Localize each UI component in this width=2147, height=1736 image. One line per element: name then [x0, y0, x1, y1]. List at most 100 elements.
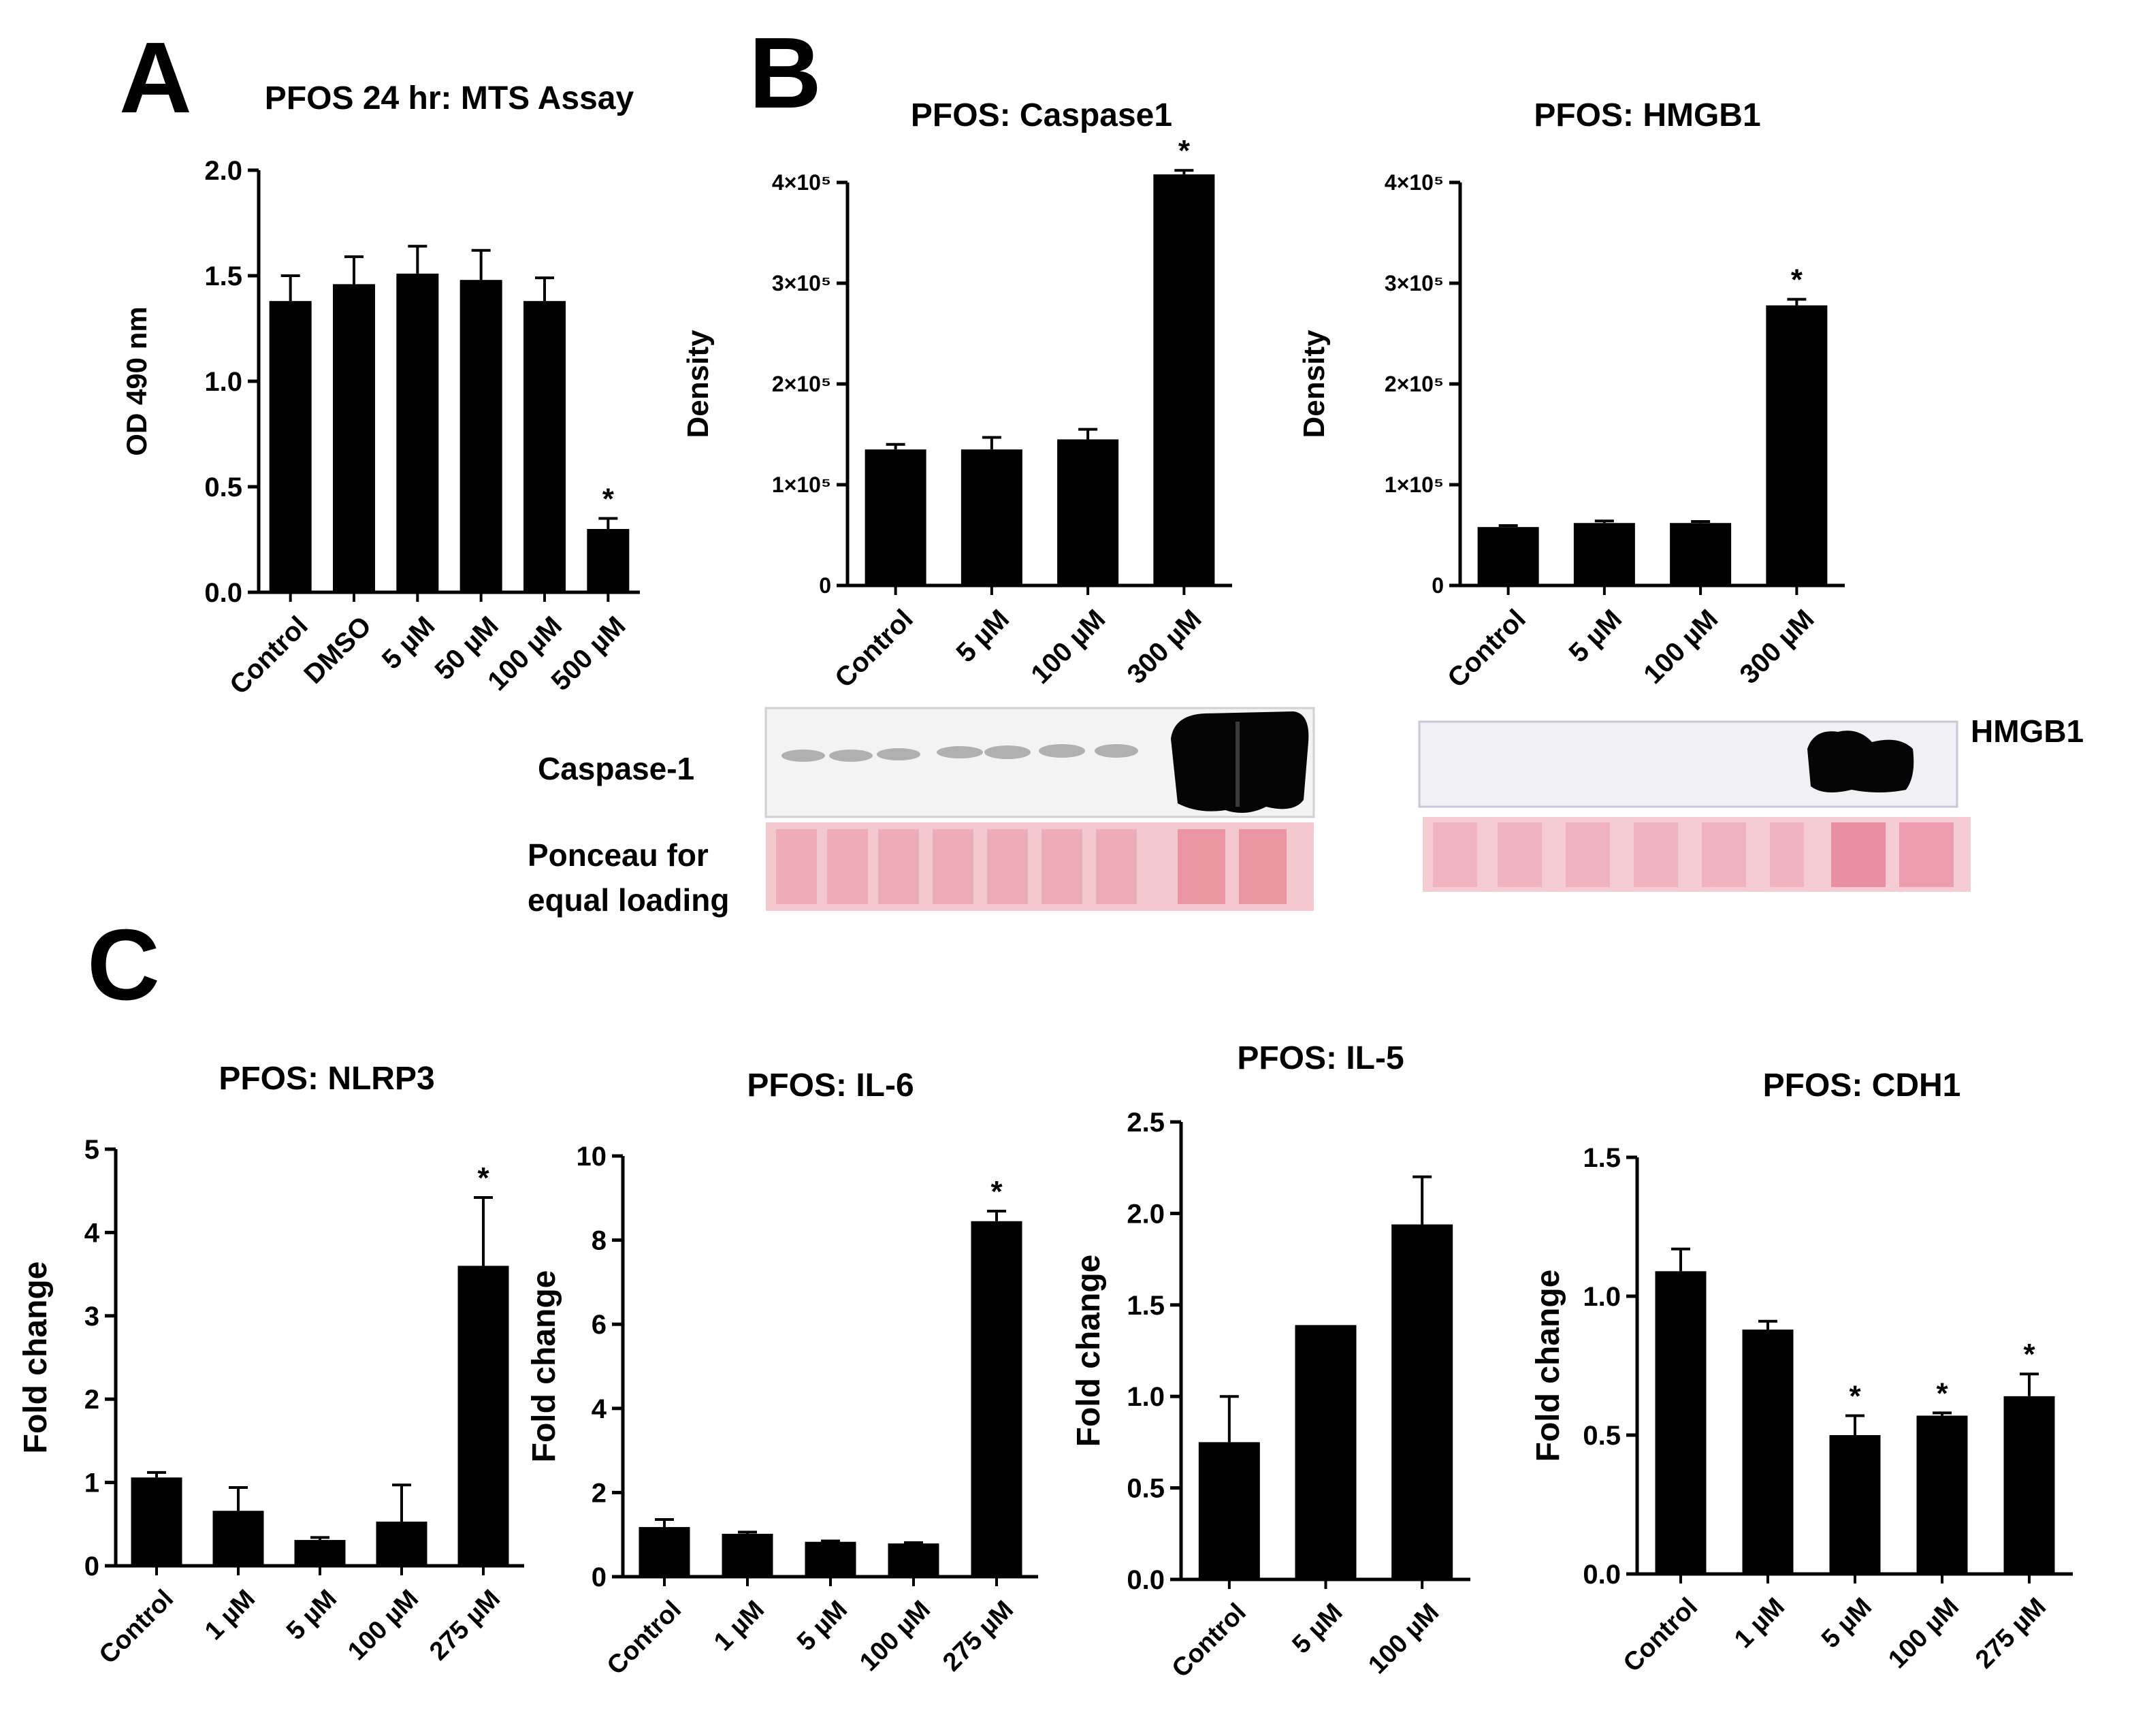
bar [131, 1477, 182, 1566]
x-tick-label: 275 µM [1970, 1592, 2052, 1674]
x-tick-label: Control [1167, 1598, 1252, 1683]
x-tick-label: Control [94, 1584, 179, 1669]
chart-title: PFOS: CDH1 [1763, 1067, 1961, 1104]
x-tick-label: 5 µM [950, 604, 1015, 669]
significance-marker: * [2023, 1338, 2035, 1371]
chart-nlrp3: PFOS: NLRP3 Fold change 0 1 2 3 4 5 Control 1 µM 5… [18, 1061, 524, 1670]
bar [587, 529, 630, 592]
ponceau-label-line1: Ponceau for [528, 837, 709, 873]
x-tick-label: 5 µM [792, 1595, 853, 1656]
y-tick-label: 6 [592, 1310, 607, 1340]
y-tick-label: 0 [819, 573, 831, 598]
y-tick-label: 1.5 [204, 261, 242, 291]
x-tick-label: 275 µM [937, 1595, 1019, 1677]
panel-letter-c: C [87, 909, 160, 1021]
y-tick-label: 0 [592, 1562, 607, 1592]
bar [1477, 527, 1539, 585]
y-tick-label: 8 [592, 1226, 607, 1256]
bar [1742, 1329, 1794, 1574]
y-axis-label: Fold change [1530, 1270, 1566, 1462]
significance-marker: * [1178, 134, 1191, 167]
y-tick-label: 0.5 [1127, 1474, 1165, 1504]
y-tick-label: 2 [592, 1478, 607, 1508]
x-tick-label: 1 µM [199, 1584, 261, 1645]
bar [457, 1266, 509, 1566]
chart-il5: PFOS: IL-5 Fold change 0.0 0.5 1.0 1.5 2.0 2.5 C… [1071, 1040, 1470, 1684]
x-tick-label: 5 µM [1816, 1592, 1877, 1654]
bar [1655, 1271, 1707, 1574]
panel-letter-b: B [749, 17, 822, 129]
bar [376, 1522, 427, 1566]
chart-title: PFOS: HMGB1 [1534, 97, 1760, 133]
y-tick-label: 4 [592, 1394, 607, 1424]
bar [639, 1527, 690, 1577]
y-axis-label: Fold change [526, 1270, 562, 1463]
y-axis-label: Fold change [1071, 1255, 1107, 1447]
caspase1-ponceau-stain [766, 822, 1314, 911]
y-tick-label: 1 [84, 1468, 99, 1498]
bar [2003, 1396, 2055, 1574]
y-tick-label: 0.0 [1583, 1560, 1621, 1590]
bar [805, 1541, 856, 1577]
y-tick-label: 1.5 [1583, 1143, 1621, 1173]
x-tick-label: 100 µM [1883, 1592, 1965, 1674]
bar [1766, 305, 1828, 585]
y-tick-label: 4×10⁵ [772, 170, 831, 195]
chart-title: PFOS 24 hr: MTS Assay [265, 80, 634, 116]
x-tick-label: 100 µM [1363, 1598, 1444, 1679]
chart-title: PFOS: Caspase1 [911, 97, 1172, 133]
y-axis-label: Density [1297, 329, 1331, 438]
bar [1198, 1442, 1260, 1579]
y-tick-label: 1.0 [204, 367, 242, 397]
bar [269, 301, 312, 592]
bar [960, 449, 1022, 585]
bar [971, 1221, 1022, 1577]
y-tick-label: 1.5 [1127, 1291, 1165, 1321]
bar [1153, 174, 1215, 585]
caspase1-faint-bands [781, 744, 1138, 762]
x-tick-label: 5 µM [281, 1584, 342, 1645]
x-tick-label: 100 µM [1638, 604, 1724, 690]
significance-marker: * [1936, 1377, 1948, 1410]
chart-cdh1: PFOS: CDH1 Fold change 0.0 0.5 1.0 1.5 Control… [1530, 1067, 2073, 1678]
x-tick-label: DMSO [298, 611, 377, 690]
y-tick-label: 0 [84, 1552, 99, 1581]
significance-marker: * [602, 483, 615, 516]
significance-marker: * [1791, 263, 1803, 297]
x-tick-label: 5 µM [1287, 1598, 1349, 1659]
bar [1670, 523, 1732, 585]
y-tick-label: 4 [84, 1218, 100, 1248]
x-tick-label: 300 µM [1734, 604, 1820, 690]
chart-mts-assay: PFOS 24 hr: MTS Assay OD 490 nm 0.0 0.5 1.0 1… [120, 80, 640, 701]
x-tick-label: 100 µM [342, 1584, 424, 1666]
y-axis-label: Fold change [18, 1261, 54, 1454]
y-tick-label: 0.5 [204, 472, 242, 502]
chart-title: PFOS: NLRP3 [219, 1061, 434, 1097]
x-tick-label: Control [829, 604, 919, 694]
chart-hmgb1: PFOS: HMGB1 Density 0 1×10⁵ 2×10⁵ 3×10⁵ 4×10⁵ C… [1297, 97, 1845, 694]
caspase1-blot-label: Caspase-1 [538, 751, 694, 786]
y-tick-label: 3 [84, 1302, 99, 1332]
bar [523, 301, 566, 592]
y-axis-label: Density [681, 329, 715, 438]
x-tick-label: Control [1442, 604, 1532, 694]
hmgb1-blot-label: HMGB1 [1971, 713, 2084, 749]
bar [722, 1533, 773, 1577]
bar [1829, 1435, 1881, 1574]
hmgb1-blot [1418, 720, 1958, 808]
bar [396, 273, 439, 592]
hmgb1-ponceau-stain [1423, 817, 1971, 892]
x-tick-label: 100 µM [854, 1595, 936, 1677]
chart-il6: PFOS: IL-6 Fold change 0 2 4 6 8 10 Control 1 µM 5… [526, 1067, 1038, 1681]
y-tick-label: 1×10⁵ [772, 472, 831, 497]
bar [1391, 1224, 1453, 1579]
chart-title: PFOS: IL-5 [1237, 1040, 1404, 1076]
bar [865, 449, 926, 585]
chart-title: PFOS: IL-6 [747, 1067, 914, 1104]
bar [294, 1540, 346, 1566]
y-tick-label: 0 [1432, 573, 1444, 598]
x-tick-label: Control [602, 1595, 687, 1680]
bar [333, 284, 375, 592]
y-tick-label: 1.0 [1127, 1382, 1165, 1412]
